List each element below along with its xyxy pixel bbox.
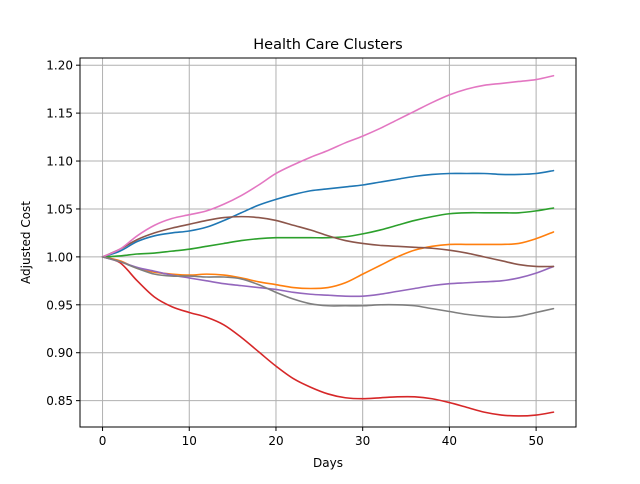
series-line-1 <box>101 169 555 258</box>
series-lines <box>101 74 555 417</box>
y-tick-label: 1.10 <box>46 155 73 169</box>
y-tick-label: 0.85 <box>46 394 73 408</box>
plot-frame <box>79 57 577 428</box>
y-tick-label: 1.15 <box>46 107 73 121</box>
series-line-8 <box>101 256 555 319</box>
x-tick-label: 40 <box>442 434 457 448</box>
y-axis-ticks: 0.85 0.90 0.95 1.00 1.05 1.10 1.15 1.20 <box>46 59 80 408</box>
x-tick-label: 50 <box>528 434 543 448</box>
x-tick-label: 10 <box>182 434 197 448</box>
series-line-7 <box>101 74 555 258</box>
grid <box>80 58 576 427</box>
y-tick-label: 0.95 <box>46 298 73 312</box>
series-line-4 <box>101 256 555 417</box>
y-tick-label: 1.05 <box>46 202 73 216</box>
x-axis-ticks: 0 10 20 30 40 50 <box>99 427 544 448</box>
y-axis-label: Adjusted Cost <box>19 201 33 284</box>
series-line-2 <box>101 231 555 290</box>
chart-title: Health Care Clusters <box>253 37 402 53</box>
y-tick-label: 1.20 <box>46 59 73 73</box>
y-tick-label: 1.00 <box>46 250 73 264</box>
series-line-6 <box>101 215 555 268</box>
x-axis-label: Days <box>313 456 343 470</box>
series-line-3 <box>101 207 555 258</box>
x-tick-label: 20 <box>268 434 283 448</box>
x-tick-label: 30 <box>355 434 370 448</box>
x-tick-label: 0 <box>99 434 107 448</box>
y-tick-label: 0.90 <box>46 346 73 360</box>
